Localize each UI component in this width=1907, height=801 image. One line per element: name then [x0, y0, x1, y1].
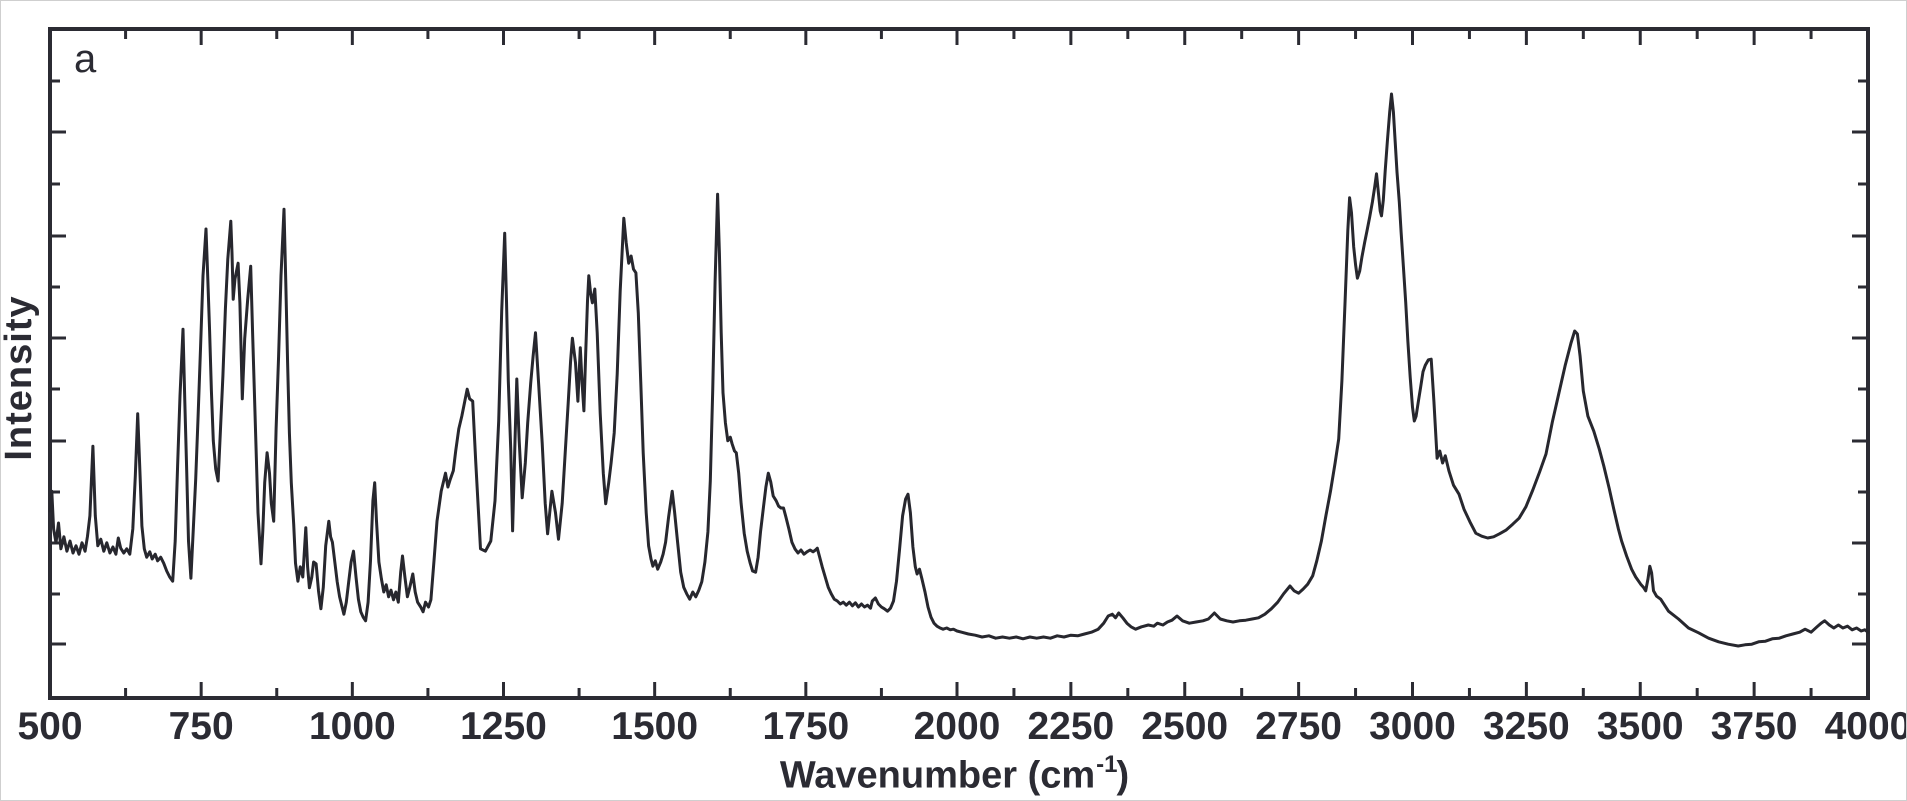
- x-tick-label-1250: 1250: [460, 705, 547, 748]
- x-tick-label-3250: 3250: [1482, 705, 1570, 748]
- x-tick-label-2250: 2250: [1027, 705, 1115, 748]
- x-axis-title-close: ): [1116, 754, 1130, 797]
- spectrum-line: [48, 92, 1870, 648]
- x-tick-label-3000: 3000: [1369, 705, 1456, 748]
- panel-label: a: [74, 37, 97, 81]
- x-tick-label-500: 500: [17, 705, 83, 748]
- x-tick-label-2500: 2500: [1141, 705, 1229, 748]
- x-axis-title-text: Wavenumber (cm: [779, 754, 1096, 797]
- x-tick-label-4000: 4000: [1824, 705, 1907, 748]
- x-tick-label-1750: 1750: [762, 705, 850, 748]
- x-tick-label-3750: 3750: [1710, 705, 1798, 748]
- x-tick-label-1500: 1500: [611, 705, 699, 748]
- y-axis-title: Intensity: [0, 295, 40, 461]
- x-axis-title-superscript: -1: [1096, 751, 1118, 778]
- axis-frame: [48, 27, 1870, 700]
- x-tick-label-750: 750: [168, 705, 234, 748]
- x-tick-label-2750: 2750: [1255, 705, 1342, 748]
- x-tick-label-1000: 1000: [308, 705, 396, 748]
- x-tick-label-2000: 2000: [913, 705, 1001, 748]
- x-tick-label-3500: 3500: [1596, 705, 1684, 748]
- x-axis-title: Wavenumber (cm-1): [1, 751, 1906, 798]
